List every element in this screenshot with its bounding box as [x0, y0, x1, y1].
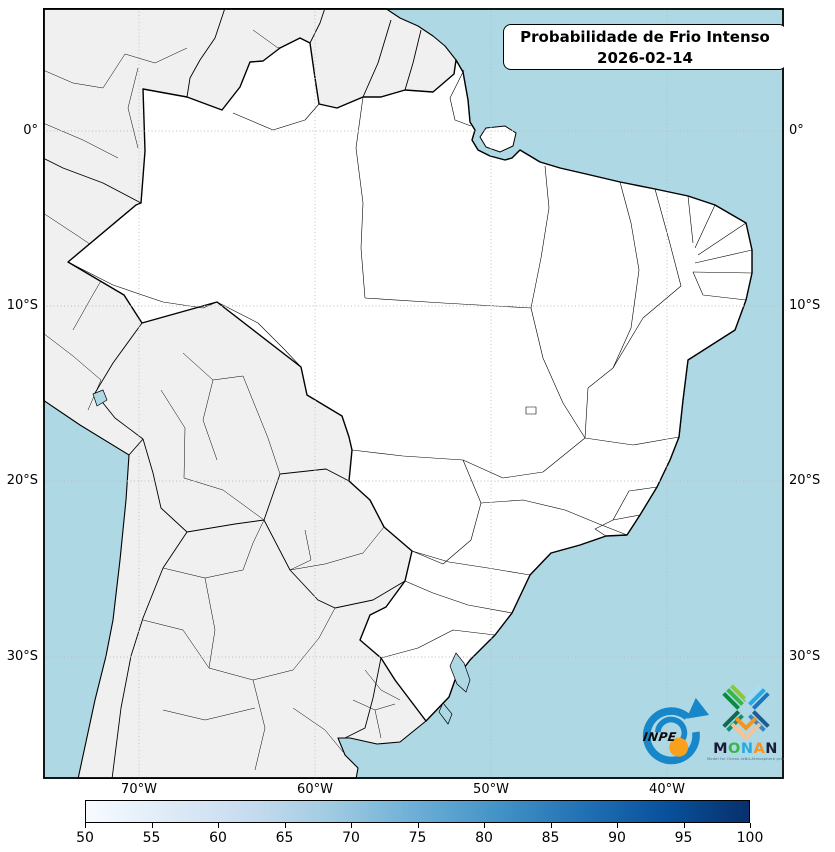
- colorbar-tick: [484, 823, 486, 828]
- lon-label-40w: 40°W: [649, 782, 685, 797]
- lat-label-right-0: 0°: [789, 123, 804, 138]
- lat-label-right-20s: 20°S: [789, 473, 821, 488]
- colorbar-tick: [85, 823, 87, 828]
- monan-logo: MONAN Model for Ocean-laNd-Atmosphere pr…: [707, 680, 784, 776]
- inpe-logo: INPE: [635, 694, 711, 772]
- colorbar-tick: [683, 823, 685, 828]
- inpe-swirl-icon: [642, 697, 710, 765]
- map-canvas: [43, 8, 784, 779]
- colorbar-label-75: 75: [408, 830, 427, 846]
- map-title-box: Probabilidade de Frio Intenso 2026-02-14: [503, 24, 784, 70]
- lat-label-left-10s: 10°S: [6, 298, 38, 313]
- colorbar-tick: [284, 823, 286, 828]
- monan-wordmark: MONAN: [707, 742, 784, 757]
- monan-letter: M: [713, 741, 729, 757]
- lat-label-left-30s: 30°S: [6, 649, 38, 664]
- lon-label-70w: 70°W: [121, 782, 157, 797]
- lakes: [92, 389, 471, 725]
- colorbar-tick: [750, 823, 752, 828]
- colorbar-label-70: 70: [342, 830, 360, 846]
- colorbar-tick: [151, 823, 153, 828]
- monan-x-icon: [721, 684, 770, 741]
- colorbar-tick: [218, 823, 220, 828]
- colorbar-label-100: 100: [736, 830, 764, 846]
- state-borders: [67, 69, 753, 659]
- brazil-outline: [67, 37, 753, 722]
- colorbar-label-55: 55: [142, 830, 161, 846]
- lat-label-left-0: 0°: [23, 123, 38, 138]
- map-date: 2026-02-14: [597, 49, 693, 67]
- lat-label-right-10s: 10°S: [789, 298, 821, 313]
- colorbar-label-90: 90: [608, 830, 626, 846]
- monan-letter: A: [753, 741, 766, 757]
- colorbar-label-95: 95: [674, 830, 693, 846]
- lon-label-60w: 60°W: [297, 782, 333, 797]
- monan-letter: O: [728, 741, 741, 757]
- map-title: Probabilidade de Frio Intenso: [520, 28, 770, 46]
- monan-subtitle: Model for Ocean-laNd-Atmosphere predicti…: [707, 757, 784, 761]
- colorbar-tick: [351, 823, 353, 828]
- colorbar-label-60: 60: [209, 830, 227, 846]
- colorbar: [85, 800, 750, 823]
- marajo-island: [479, 125, 517, 153]
- colorbar-tick: [550, 823, 552, 828]
- logo-group: INPE: [635, 680, 784, 776]
- inpe-label: INPE: [642, 730, 678, 744]
- colorbar-label-80: 80: [475, 830, 493, 846]
- map-area: Probabilidade de Frio Intenso 2026-02-14…: [43, 8, 784, 779]
- colorbar-label-85: 85: [541, 830, 560, 846]
- colorbar-tick: [617, 823, 619, 828]
- map-frame: [43, 8, 784, 779]
- colorbar-tick: [417, 823, 419, 828]
- colorbar-label-65: 65: [275, 830, 294, 846]
- lon-label-50w: 50°W: [473, 782, 509, 797]
- colorbar-label-50: 50: [76, 830, 94, 846]
- country-borders: [43, 8, 422, 779]
- gridlines: [43, 8, 784, 779]
- lat-label-right-30s: 30°S: [789, 649, 821, 664]
- lat-label-left-20s: 20°S: [6, 473, 38, 488]
- monan-letter: N: [765, 741, 778, 757]
- monan-letter: N: [740, 741, 754, 757]
